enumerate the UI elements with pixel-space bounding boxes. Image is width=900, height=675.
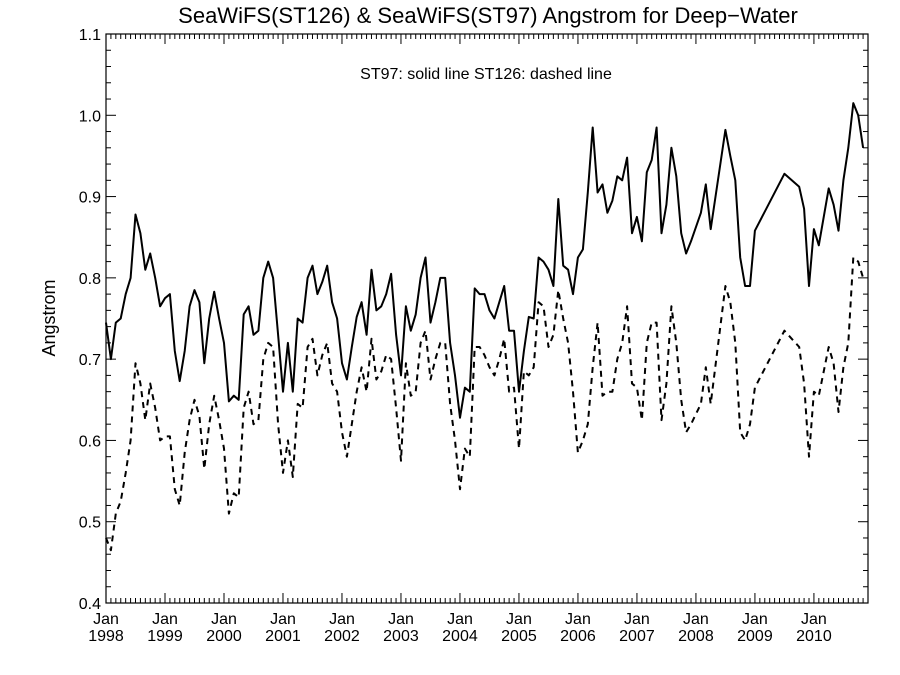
y-tick-label: 0.5 bbox=[79, 515, 101, 532]
x-tick-month: Jan bbox=[388, 611, 414, 628]
x-tick-year: 1998 bbox=[88, 628, 124, 645]
x-tick-year: 2005 bbox=[501, 628, 537, 645]
x-tick-month: Jan bbox=[329, 611, 355, 628]
x-tick-month: Jan bbox=[565, 611, 591, 628]
x-tick-year: 2006 bbox=[560, 628, 596, 645]
tick-marks bbox=[105, 33, 869, 604]
x-tick-month: Jan bbox=[624, 611, 650, 628]
series-line-st126 bbox=[105, 256, 865, 552]
x-tick-year: 2002 bbox=[324, 628, 360, 645]
x-tick-month: Jan bbox=[270, 611, 296, 628]
x-tick-year: 2009 bbox=[737, 628, 773, 645]
y-tick-label: 1.1 bbox=[79, 27, 101, 44]
y-tick-label: 0.8 bbox=[79, 271, 101, 288]
series-annotation: ST97: solid line ST126: dashed line bbox=[360, 66, 612, 83]
x-tick-year: 2010 bbox=[796, 628, 832, 645]
x-tick-month: Jan bbox=[211, 611, 237, 628]
x-tick-month: Jan bbox=[742, 611, 768, 628]
x-tick-month: Jan bbox=[801, 611, 827, 628]
x-tick-month: Jan bbox=[93, 611, 119, 628]
series-lines bbox=[105, 102, 865, 552]
x-tick-labels: Jan1998Jan1999Jan2000Jan2001Jan2002Jan20… bbox=[88, 611, 832, 645]
x-tick-year: 2000 bbox=[206, 628, 242, 645]
x-tick-year: 2007 bbox=[619, 628, 655, 645]
y-tick-label: 0.4 bbox=[79, 596, 101, 613]
y-tick-label: 0.6 bbox=[79, 433, 101, 450]
x-tick-month: Jan bbox=[683, 611, 709, 628]
y-axis-title: Angstrom bbox=[39, 279, 59, 356]
x-tick-year: 2008 bbox=[678, 628, 714, 645]
x-tick-month: Jan bbox=[447, 611, 473, 628]
series-line-st97 bbox=[105, 102, 865, 419]
y-tick-labels: 0.4 0.5 0.6 0.7 0.8 0.9 1.0 1.1 bbox=[79, 27, 101, 613]
x-tick-month: Jan bbox=[152, 611, 178, 628]
x-tick-year: 2001 bbox=[265, 628, 301, 645]
y-tick-label: 1.0 bbox=[79, 108, 101, 125]
x-tick-year: 2003 bbox=[383, 628, 419, 645]
x-tick-month: Jan bbox=[506, 611, 532, 628]
y-tick-label: 0.9 bbox=[79, 190, 101, 207]
y-tick-label: 0.7 bbox=[79, 352, 101, 369]
x-tick-year: 1999 bbox=[147, 628, 183, 645]
chart-title: SeaWiFS(ST126) & SeaWiFS(ST97) Angstrom … bbox=[178, 3, 798, 28]
x-tick-year: 2004 bbox=[442, 628, 478, 645]
plot-frame bbox=[105, 33, 869, 604]
